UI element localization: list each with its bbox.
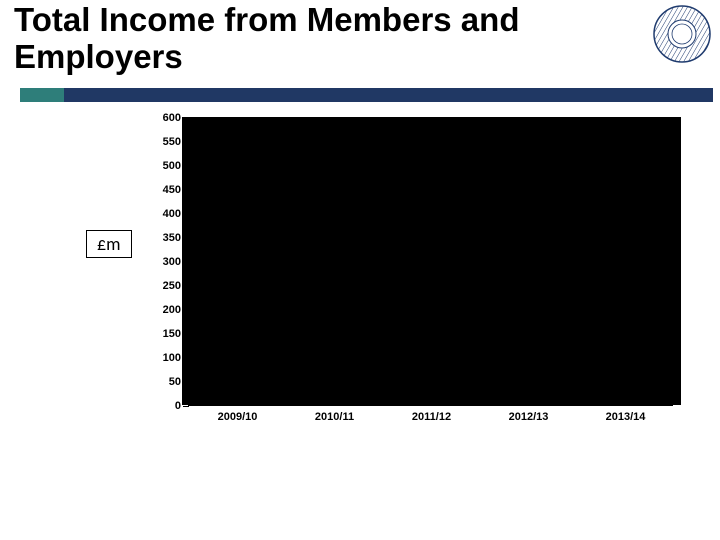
bar [473,117,585,405]
x-tick-label: 2013/14 [606,411,646,423]
title-divider-accent [20,88,64,102]
y-tick-label: 600 [163,112,181,124]
income-bar-chart: 0 50 100 150 200 250 300 350 400 450 500 550 600 2009… [148,108,678,438]
x-tick-label: 2010/11 [315,411,354,423]
bar [279,117,391,405]
title-divider [20,88,713,102]
page-title: Total Income from Members and Employers [14,2,624,76]
y-tick-label: 250 [163,280,181,292]
y-tick-label: 350 [163,232,181,244]
bar [570,117,682,405]
y-tick-label: 0 [175,400,181,412]
y-tick-label: 100 [163,352,181,364]
y-tick-label: 550 [163,136,181,148]
bar [376,117,488,405]
org-seal-logo [652,4,712,69]
x-tick-label: 2011/12 [412,411,451,423]
seal-icon [652,4,712,64]
y-tick-label: 200 [163,304,181,316]
chart-plot-area: 0501001502002503003504004505005506002009… [188,118,673,406]
x-tick-label: 2012/13 [509,411,549,423]
y-tick-label: 50 [169,376,181,388]
y-tick [183,406,189,407]
y-axis-unit-box: £m [86,230,132,258]
y-tick-label: 450 [163,184,181,196]
y-tick-label: 400 [163,208,181,220]
y-tick-label: 300 [163,256,181,268]
bar [182,117,294,405]
x-tick-label: 2009/10 [218,411,258,423]
y-tick-label: 150 [163,328,181,340]
y-tick-label: 500 [163,160,181,172]
slide: Total Income from Members and Employers … [0,0,720,540]
